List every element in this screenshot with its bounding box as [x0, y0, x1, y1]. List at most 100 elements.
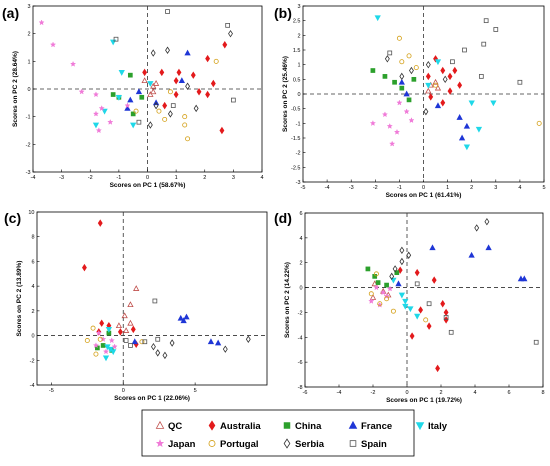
legend-entry-australia: Australia	[208, 420, 261, 432]
legend-marker-italy	[415, 422, 425, 431]
panel-a-point-qc	[141, 77, 148, 84]
panel-a-point-china	[127, 72, 133, 78]
panel-d-plot-area	[304, 212, 544, 388]
panel-d-point-france	[468, 251, 475, 258]
panel-d-point-italy	[402, 298, 409, 305]
panel-d-point-italy	[398, 292, 406, 299]
panel-c-point-qc	[122, 327, 130, 333]
panel-b-ytick-label: -3	[296, 180, 301, 186]
panel-b-series-china	[370, 68, 417, 103]
panel-b-point-japan	[389, 140, 396, 147]
panel-c-point-portugal	[93, 351, 99, 357]
panel-a-point-france	[178, 77, 185, 84]
panel-a-point-japan	[107, 118, 114, 125]
panel-a-point-spain	[170, 103, 176, 108]
panel-d-point-italy	[414, 313, 421, 320]
legend-label-france: France	[361, 421, 392, 432]
panel-c-point-france	[180, 317, 187, 324]
panel-c-point-japan	[111, 343, 118, 350]
panel-d-ylabel: Scores on PC 2 (14.22%)	[284, 262, 291, 338]
panel-c-point-serbia	[245, 335, 251, 344]
panel-a-point-australia	[142, 68, 148, 77]
panel-a-point-qc	[152, 80, 160, 86]
panel-a-point-china	[130, 111, 136, 117]
panel-d-point-spain	[533, 339, 539, 345]
panel-b-point-portugal	[396, 35, 402, 41]
panel-d-point-portugal	[377, 301, 383, 307]
panel-a-ytick-label: -2	[26, 142, 31, 148]
panel-a-point-australia	[176, 68, 182, 77]
panel-d-ytick-label: 0	[299, 286, 302, 292]
panel-a-xtick-label: 2	[203, 175, 206, 181]
panel-a-series-serbia	[147, 29, 233, 129]
panel-c-point-spain	[123, 338, 129, 343]
panel-b-point-france	[463, 122, 471, 129]
panel-a-xtick-label: 1	[175, 175, 178, 181]
panel-c-series-portugal	[84, 325, 145, 357]
panel-a-point-china	[139, 94, 145, 100]
panel-d-ytick-label: 4	[299, 236, 302, 242]
panel-d-point-serbia	[389, 272, 395, 281]
panel-a-ytick-label: 2	[27, 32, 30, 38]
panel-d-point-portugal	[373, 271, 379, 277]
panel-d-xtick-label: 2	[439, 390, 442, 396]
panel-a-point-japan	[38, 19, 45, 26]
panel-a-point-portugal	[185, 136, 191, 142]
panel-a-point-portugal	[167, 89, 173, 95]
panel-d-series-france	[395, 244, 528, 287]
panel-d-point-italy	[402, 303, 409, 310]
panel-c-point-china	[95, 345, 100, 351]
panel-b-point-portugal	[413, 65, 419, 71]
panel-a-point-qc	[150, 88, 157, 95]
panel-b-ytick-label: 0	[297, 92, 300, 98]
panel-d-point-qc	[369, 294, 377, 300]
panel-a-point-portugal	[182, 122, 188, 128]
panel-b-series-italy	[374, 15, 497, 151]
panel-a-series-portugal	[133, 58, 219, 142]
panel-c-series-spain	[123, 298, 161, 348]
panel-d-series-australia	[397, 266, 449, 373]
panel-a-point-portugal	[162, 116, 168, 122]
panel-d-point-serbia	[399, 246, 405, 255]
panel-c-ytick-label: 0	[31, 334, 34, 340]
panel-b-ytick-label: 2	[297, 33, 300, 39]
panel-a-xtick-label: 0	[146, 175, 149, 181]
panel-b-xtick-label: 3	[494, 185, 497, 191]
panel-a-point-serbia	[147, 121, 153, 129]
panel-c-point-france	[214, 339, 222, 346]
legend-label-italy: Italy	[428, 421, 448, 432]
panel-d-xtick-label: -2	[371, 390, 376, 396]
panel-a-point-japan	[95, 127, 102, 134]
panel-c-series-qc	[115, 285, 140, 333]
panel-a-point-australia	[219, 126, 225, 135]
panel-b-point-qc	[434, 84, 442, 91]
panel-d-point-australia	[443, 308, 449, 317]
panel-c-xtick-label: 0	[122, 388, 125, 394]
panel-b-series-japan	[369, 99, 415, 147]
panel-d-series-serbia	[389, 217, 490, 281]
panel-c-ytick-label: 10	[28, 210, 34, 216]
panel-a-point-australia	[190, 71, 196, 79]
panel-c-point-italy	[105, 327, 113, 333]
panel-c-point-france	[183, 313, 190, 320]
panel-b-point-spain	[493, 27, 499, 32]
panel-a-point-japan	[98, 105, 105, 112]
panel-c-point-japan	[92, 342, 100, 349]
panel-b-series-australia	[425, 55, 463, 107]
panel-a-ytick-label: 3	[27, 4, 30, 10]
panel-a-point-qc	[150, 82, 157, 89]
legend-marker-france	[348, 420, 358, 429]
panel-c-point-japan	[102, 348, 110, 355]
panel-d-point-spain	[414, 281, 420, 287]
panel-b-point-qc	[425, 87, 432, 94]
panel-c-point-australia	[99, 319, 105, 327]
panel-d-xtick-label: 4	[473, 390, 476, 396]
panel-b-xtick-label: 0	[422, 185, 425, 191]
panel-c-point-australia	[130, 325, 136, 334]
panel-c-series-france	[131, 313, 222, 346]
panel-b-ytick-label: -1	[296, 121, 301, 127]
panel-d-xtick-label: -6	[303, 390, 308, 396]
panel-b-point-italy	[468, 100, 475, 107]
legend-label-japan: Japan	[168, 439, 196, 450]
panel-b-ylabel: Scores on PC 2 (25.46%)	[282, 56, 289, 132]
